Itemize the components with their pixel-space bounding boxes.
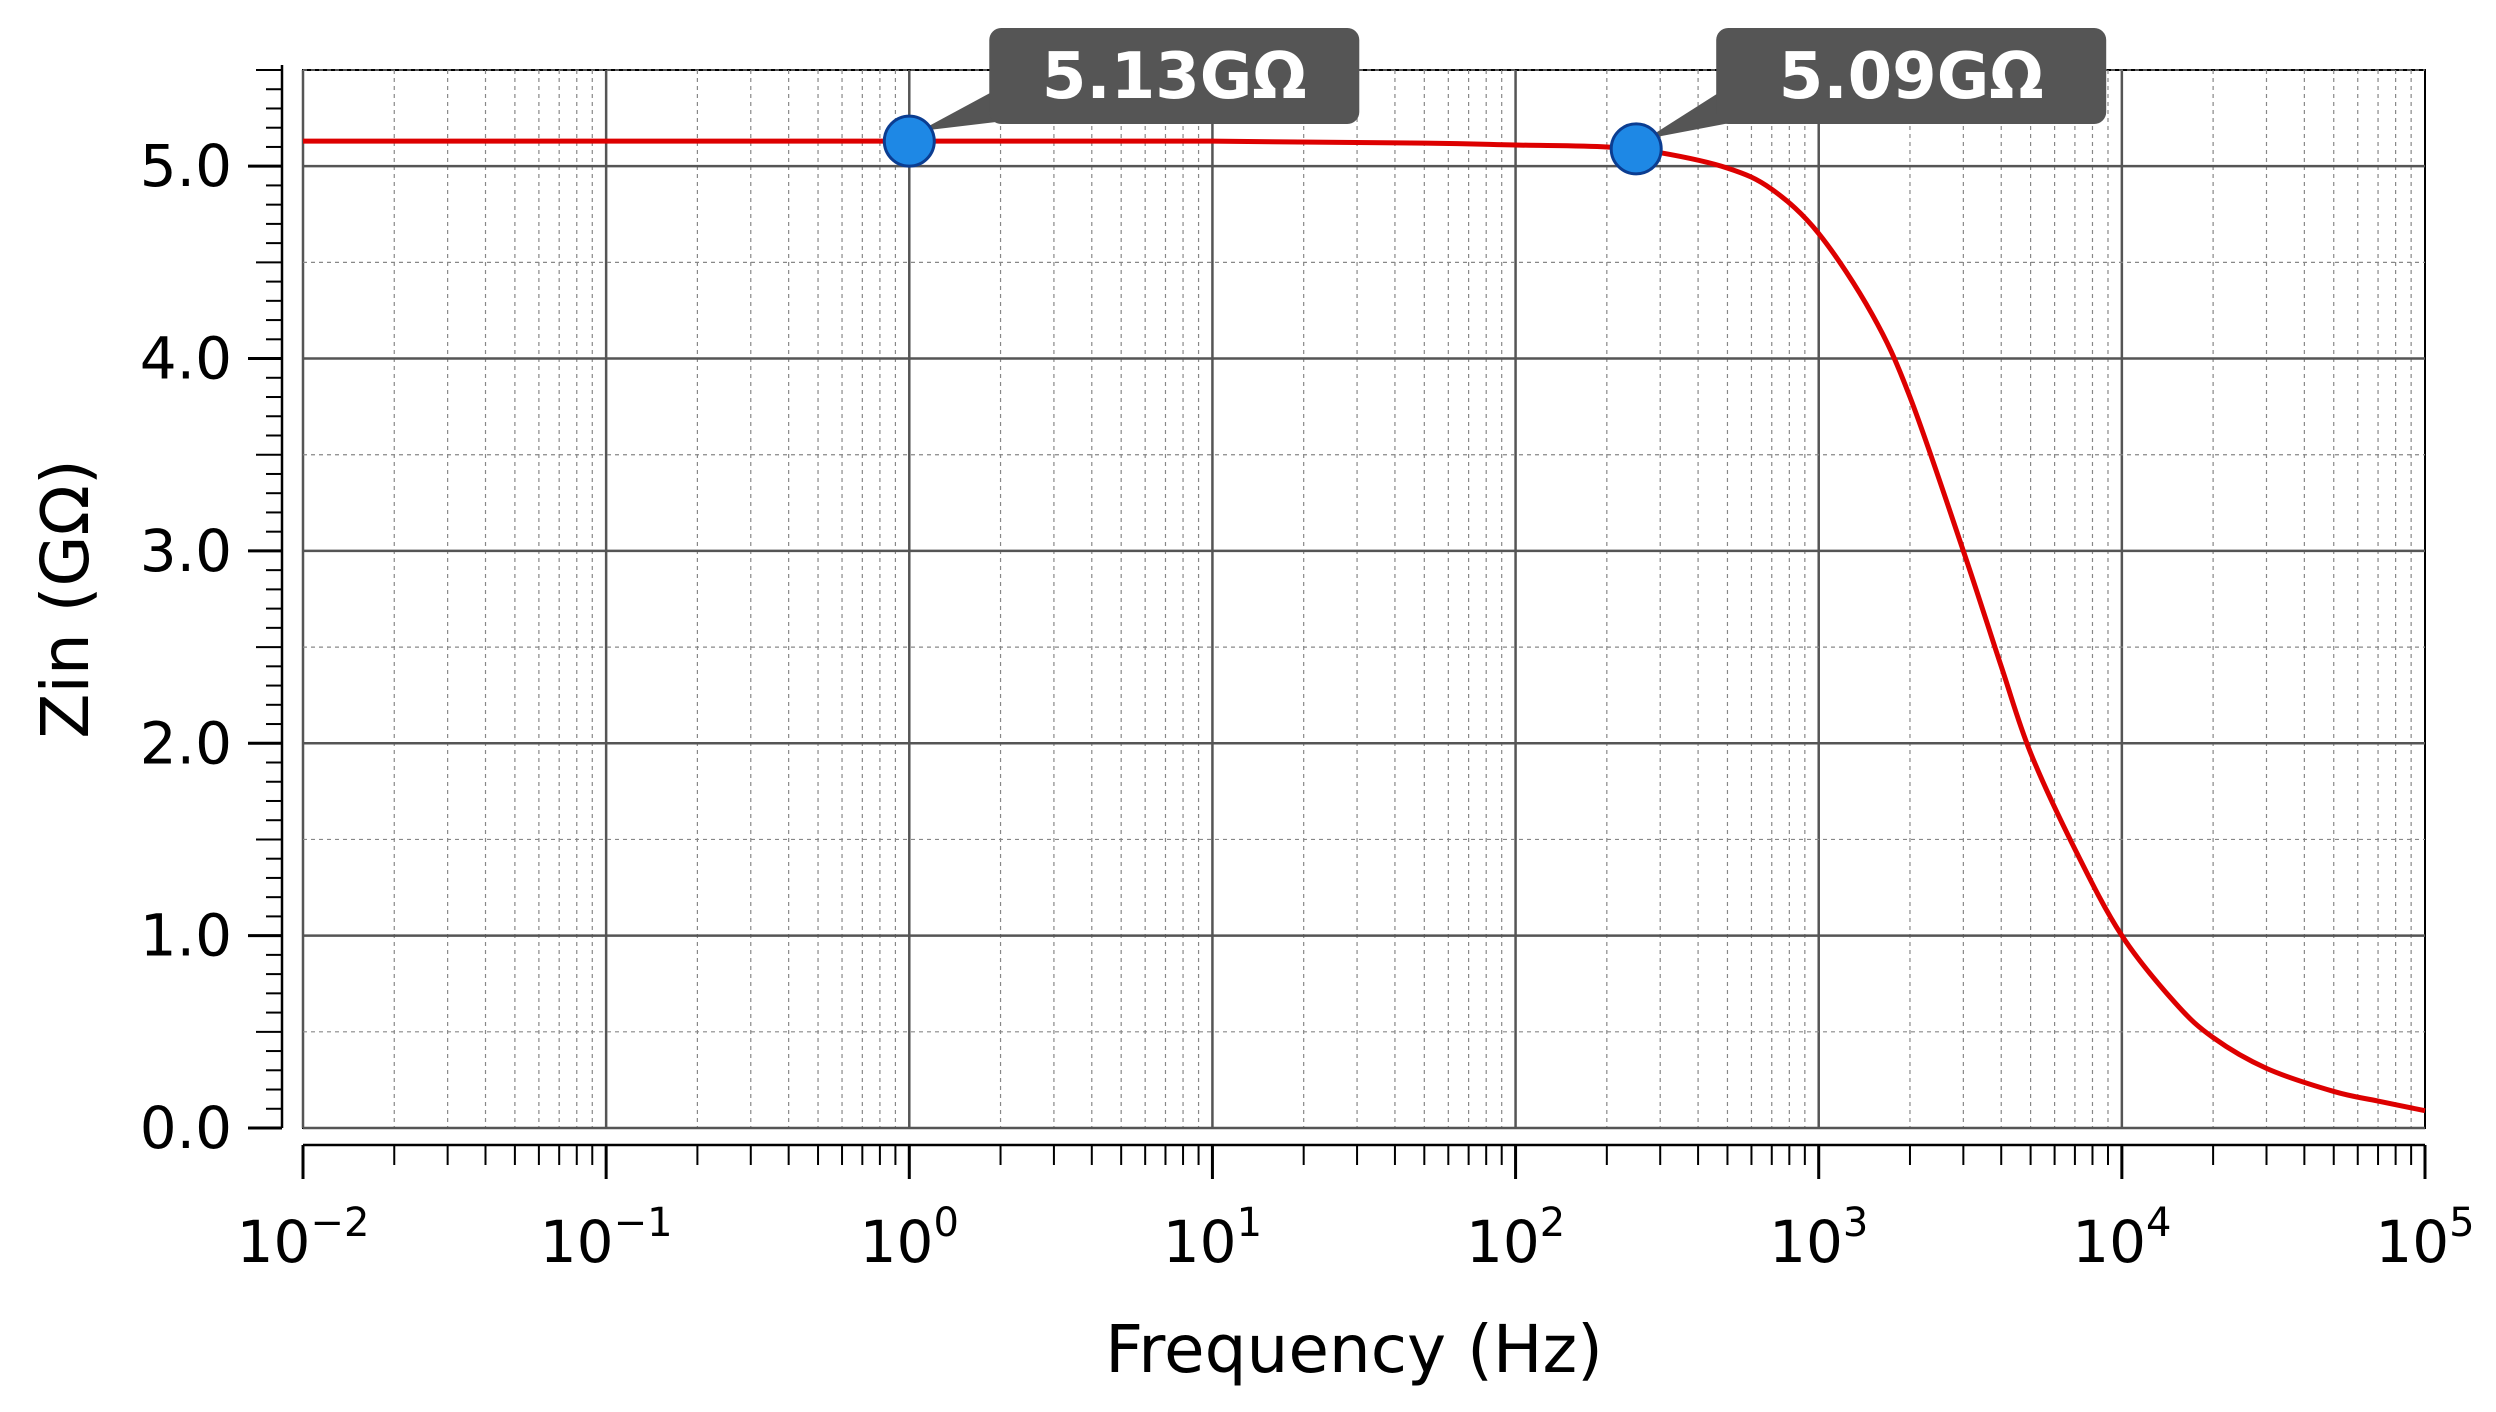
y-tick-label: 3.0 xyxy=(140,517,232,585)
callout-label: 5.13GΩ xyxy=(1042,40,1307,114)
y-tick-label: 5.0 xyxy=(140,132,232,200)
series-layer xyxy=(302,138,2426,1114)
callout-box xyxy=(989,28,1360,124)
callout-box xyxy=(1716,28,2107,124)
x-tick-label: 101 xyxy=(1163,1200,1262,1276)
x-tick-label: 100 xyxy=(860,1200,959,1276)
series-line xyxy=(302,138,2426,1114)
y-tick-label: 0.0 xyxy=(140,1094,232,1162)
label-layer: 10−2 10−1 100 101 102 103 104 105 0.0 1.0 2.0 3.0 4.… xyxy=(27,132,2475,1388)
marker-callout: 5.09GΩ xyxy=(1609,28,2107,176)
x-axis-title: Frequency (Hz) xyxy=(1105,1311,1603,1388)
y-axis-title: Zin (GΩ) xyxy=(27,459,104,738)
plot-area xyxy=(302,69,2426,1129)
grid-layer xyxy=(301,69,2426,1130)
y-tick-label: 2.0 xyxy=(140,709,232,777)
axis-layer xyxy=(248,65,2427,1179)
x-tick-label: 103 xyxy=(1769,1200,1868,1276)
x-tick-label: 105 xyxy=(2375,1200,2474,1276)
x-tick-label: 10−1 xyxy=(540,1200,673,1276)
marker-callout: 5.13GΩ xyxy=(882,28,1360,168)
marker-layer: 5.13GΩ 5.09GΩ xyxy=(882,28,2107,176)
data-point-marker xyxy=(882,114,936,168)
callout-label: 5.09GΩ xyxy=(1779,40,2044,114)
x-tick-label: 10−2 xyxy=(237,1200,370,1276)
x-tick-label: 102 xyxy=(1466,1200,1565,1276)
y-tick-label: 4.0 xyxy=(140,325,232,393)
y-tick-label: 1.0 xyxy=(140,902,232,970)
data-point-marker xyxy=(1609,122,1663,176)
x-tick-label: 104 xyxy=(2072,1200,2171,1276)
